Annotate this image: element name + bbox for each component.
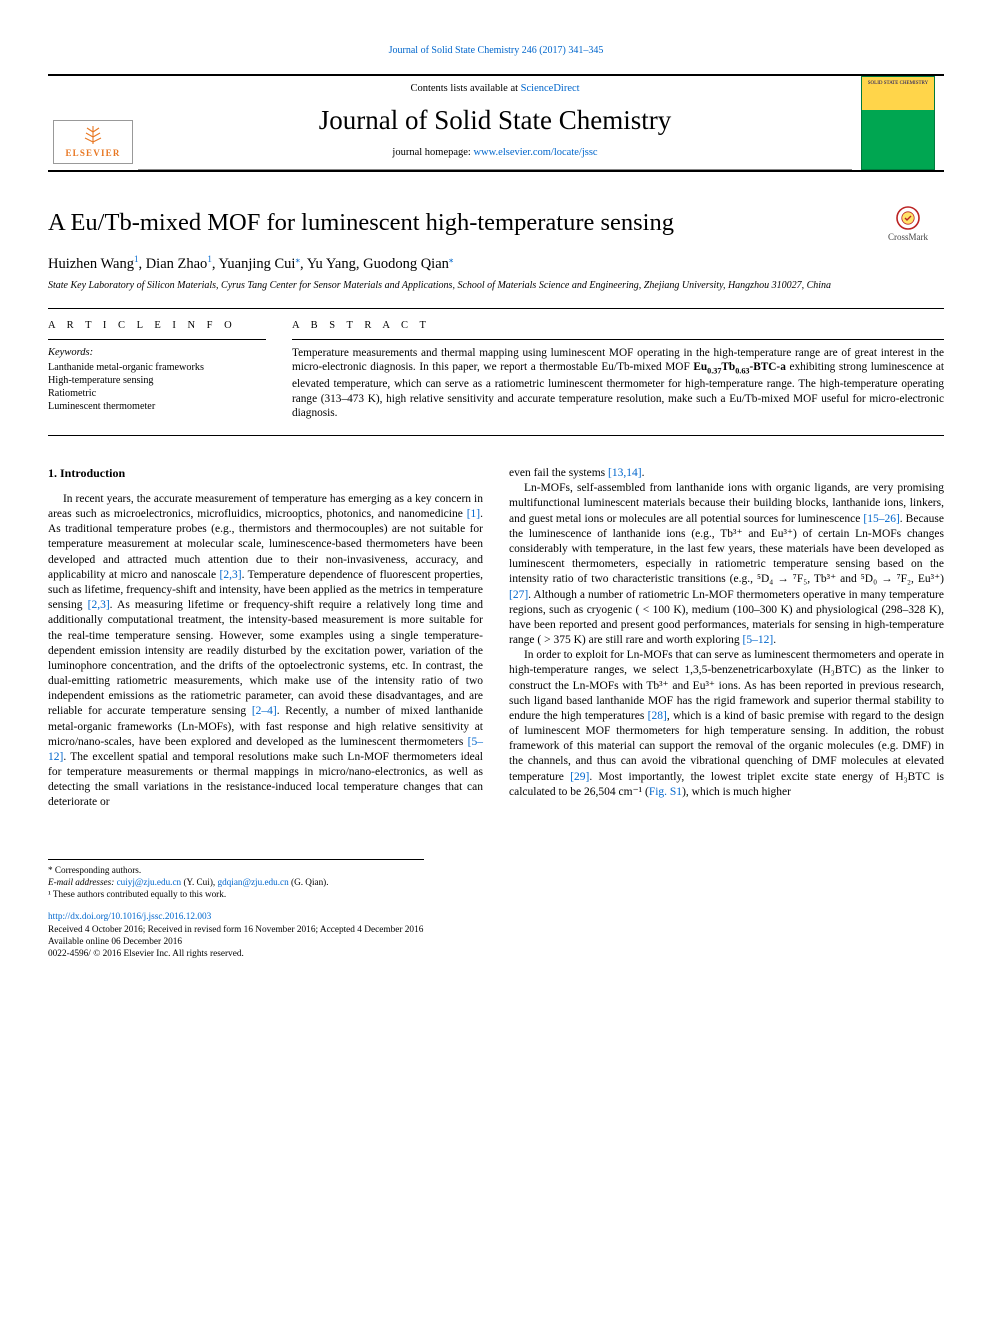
abstract-text: Temperature measurements and thermal map… <box>292 346 944 422</box>
article-body: 1. Introduction In recent years, the acc… <box>48 466 944 810</box>
article-title: A Eu/Tb-mixed MOF for luminescent high-t… <box>48 206 872 239</box>
email-link-cui[interactable]: cuiyj@zju.edu.cn <box>117 877 182 887</box>
citation-ref[interactable]: [29] <box>570 771 589 783</box>
journal-name: Journal of Solid State Chemistry <box>138 102 852 138</box>
article-info-column: A R T I C L E I N F O Keywords: Lanthani… <box>48 319 266 421</box>
masthead: ELSEVIER Contents lists available at Sci… <box>48 74 944 172</box>
crossmark-icon <box>896 206 920 230</box>
cover-cell: SOLID STATE CHEMISTRY <box>852 76 944 170</box>
elsevier-tree-icon <box>54 124 132 154</box>
keywords-label: Keywords: <box>48 346 266 360</box>
journal-homepage-link[interactable]: www.elsevier.com/locate/jssc <box>473 147 597 158</box>
body-paragraph: In recent years, the accurate measuremen… <box>48 492 483 811</box>
citation-ref[interactable]: [28] <box>648 710 667 722</box>
citation-ref[interactable]: [13,14] <box>608 467 642 479</box>
body-paragraph: Ln-MOFs, self-assembled from lanthanide … <box>509 481 944 648</box>
keyword-item: Luminescent thermometer <box>48 400 266 413</box>
homepage-prefix: journal homepage: <box>392 147 473 158</box>
crossmark-badge[interactable]: CrossMark <box>872 206 944 243</box>
body-paragraph: even fail the systems [13,14]. <box>509 466 944 481</box>
abstract-heading: A B S T R A C T <box>292 319 944 333</box>
author-list: Huizhen Wang1, Dian Zhao1, Yuanjing Cui⁎… <box>48 253 944 274</box>
citation-ref[interactable]: [1] <box>467 508 480 520</box>
available-online: Available online 06 December 2016 <box>48 936 944 948</box>
citation-ref[interactable]: [2,3] <box>88 599 110 611</box>
publisher-cell: ELSEVIER <box>48 76 138 170</box>
email-addresses-line: E-mail addresses: cuiyj@zju.edu.cn (Y. C… <box>48 877 424 889</box>
citation-ref[interactable]: Fig. S1 <box>649 786 682 798</box>
elsevier-logo: ELSEVIER <box>53 120 133 163</box>
affiliation: State Key Laboratory of Silicon Material… <box>48 280 944 293</box>
cover-title-text: SOLID STATE CHEMISTRY <box>864 81 932 86</box>
publication-info-block: http://dx.doi.org/10.1016/j.jssc.2016.12… <box>48 911 944 959</box>
keywords-list: Lanthanide metal-organic frameworksHigh-… <box>48 361 266 413</box>
keyword-item: Ratiometric <box>48 387 266 400</box>
masthead-center: Contents lists available at ScienceDirec… <box>138 76 852 170</box>
email-link-qian[interactable]: gdqian@zju.edu.cn <box>217 877 288 887</box>
article-history: Received 4 October 2016; Received in rev… <box>48 924 944 936</box>
crossmark-label: CrossMark <box>888 232 928 242</box>
abstract-column: A B S T R A C T Temperature measurements… <box>292 319 944 421</box>
body-paragraph: In order to exploit for Ln-MOFs that can… <box>509 648 944 800</box>
citation-ref[interactable]: [2,3] <box>220 569 242 581</box>
keyword-item: Lanthanide metal-organic frameworks <box>48 361 266 374</box>
equal-contribution-note: ¹ These authors contributed equally to t… <box>48 889 424 901</box>
corresponding-author-note: * Corresponding authors. <box>48 865 424 877</box>
citation-ref[interactable]: [5–12] <box>48 736 483 763</box>
footnotes: * Corresponding authors. E-mail addresse… <box>48 859 424 902</box>
copyright-line: 0022-4596/ © 2016 Elsevier Inc. All righ… <box>48 948 944 960</box>
citation-ref[interactable]: [27] <box>509 589 528 601</box>
doi-link[interactable]: http://dx.doi.org/10.1016/j.jssc.2016.12… <box>48 912 211 922</box>
section-heading-intro: 1. Introduction <box>48 466 483 482</box>
journal-cover-thumbnail: SOLID STATE CHEMISTRY <box>861 76 935 170</box>
sciencedirect-link[interactable]: ScienceDirect <box>521 83 580 94</box>
citation-ref[interactable]: [15–26] <box>863 513 899 525</box>
running-header-link[interactable]: Journal of Solid State Chemistry 246 (20… <box>389 45 604 56</box>
citation-ref[interactable]: [5–12] <box>743 634 774 646</box>
citation-ref[interactable]: [2–4] <box>252 705 277 717</box>
keyword-item: High-temperature sensing <box>48 374 266 387</box>
article-info-heading: A R T I C L E I N F O <box>48 319 266 333</box>
contents-prefix: Contents lists available at <box>410 83 520 94</box>
